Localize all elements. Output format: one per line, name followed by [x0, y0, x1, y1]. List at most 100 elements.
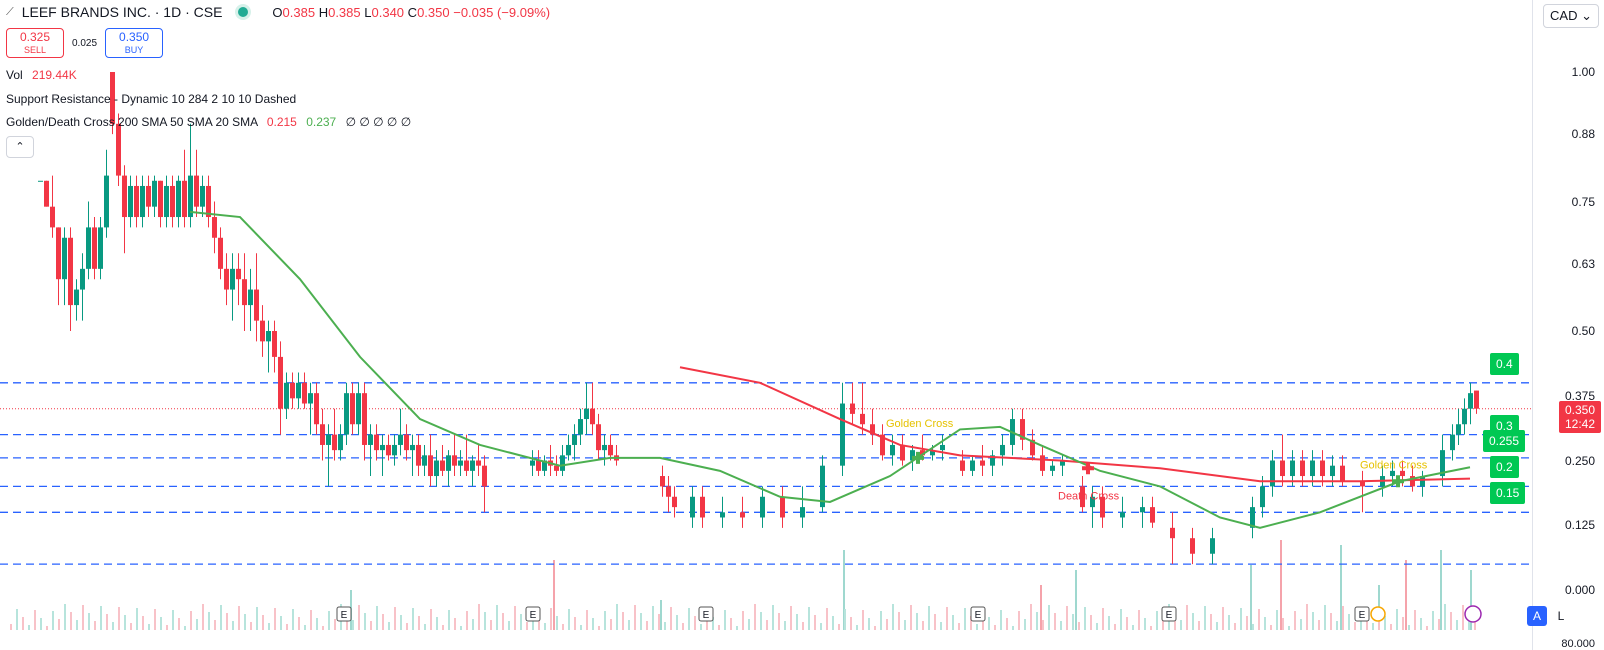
volume-bar [1474, 621, 1476, 630]
volume-bar [292, 609, 294, 630]
volume-bar [904, 620, 906, 630]
auto-scale-button[interactable]: A [1527, 606, 1547, 626]
volume-bar [106, 614, 108, 630]
volume-bar [712, 617, 714, 630]
candle-body [476, 460, 481, 466]
volume-bar [142, 616, 144, 630]
price-tick-label: 0.88 [1571, 127, 1595, 142]
volume-bar [58, 619, 60, 630]
candle-body [542, 460, 547, 471]
candle-body [56, 227, 61, 280]
candle-body [368, 434, 373, 445]
volume-bar [436, 617, 438, 630]
volume-bar [826, 608, 828, 630]
log-scale-button[interactable]: L [1557, 609, 1565, 623]
collapse-legend-button[interactable]: ⌃ [6, 136, 34, 158]
volume-bar [1312, 612, 1314, 630]
golden-death-cross-legend[interactable]: Golden/Death Cross 200 SMA 50 SMA 20 SMA… [6, 115, 412, 129]
volume-bar [22, 617, 24, 630]
candle-body [212, 217, 217, 238]
volume-bar [1462, 605, 1464, 630]
candle-body [38, 180, 43, 182]
volume-bar [814, 615, 816, 630]
candle-body [422, 455, 427, 466]
level-tag: 0.15 [1490, 482, 1526, 505]
candle-body [182, 180, 187, 218]
volume-bar [1270, 625, 1272, 630]
candle-body [134, 185, 139, 218]
candle-body [1060, 460, 1065, 466]
volume-bar [454, 618, 456, 630]
volume-bar [916, 613, 918, 630]
volume-legend[interactable]: Vol 219.44K [6, 68, 77, 82]
volume-bar [976, 624, 978, 630]
volume-bar [772, 605, 774, 630]
volume-bar [886, 619, 888, 630]
candle-body [146, 185, 151, 207]
volume-bar [310, 610, 312, 630]
candle-body [308, 393, 313, 404]
candle-body [980, 460, 985, 466]
volume-bar [1240, 608, 1242, 630]
candle-body [572, 434, 577, 445]
candle-body [50, 206, 55, 228]
candle-body [278, 356, 283, 409]
volume-bar [1342, 606, 1344, 630]
candle-body [302, 382, 307, 404]
candle-body [188, 175, 193, 218]
sma20-line [189, 210, 1471, 529]
candle-body [1290, 460, 1295, 477]
volume-bar [652, 606, 654, 630]
volume-bar [1336, 621, 1338, 630]
volume-bar [1006, 618, 1008, 630]
volume-bar [190, 611, 192, 630]
candle-body [344, 393, 349, 435]
candle-body [482, 465, 487, 487]
price-axis[interactable]: CAD ⌄ 1.00 0.88 0.75 0.63 0.50 0.375 0.250 0.12… [1527, 0, 1604, 650]
candle-body [1340, 465, 1345, 482]
candle-body [194, 175, 199, 207]
candle-body [990, 455, 995, 466]
candle-body [850, 403, 855, 414]
candle-body [1468, 393, 1473, 409]
volume-bar [856, 625, 858, 630]
volume-bar [748, 619, 750, 630]
candle-body [1000, 444, 1005, 456]
spread-value: 0.025 [72, 37, 98, 49]
sma50-line [679, 366, 1471, 483]
currency-select[interactable]: CAD ⌄ [1543, 4, 1599, 28]
candle-body [1330, 465, 1335, 477]
volume-bar [808, 607, 810, 630]
volume-bar [1120, 609, 1122, 630]
symbol-title[interactable]: LEEF BRANDS INC. · 1D · CSE [21, 4, 223, 20]
candle-body [820, 465, 825, 508]
support-resistance-legend[interactable]: Support Resistance - Dynamic 10 284 2 10… [6, 92, 297, 106]
volume-bar [1078, 622, 1080, 630]
candle-body [700, 496, 705, 518]
volume-bar [1252, 624, 1254, 630]
volume-bar [994, 625, 996, 630]
volume-bar [1066, 606, 1068, 630]
buy-button[interactable]: 0.350 BUY [105, 28, 164, 58]
trade-buttons: 0.325 SELL 0.025 0.350 BUY [6, 28, 164, 58]
volume-bar [1280, 540, 1282, 630]
bottom-tick-label: 80.000 [1561, 638, 1595, 650]
chart-type-icon[interactable]: ⟋ [6, 5, 14, 18]
volume-bar [286, 624, 288, 630]
volume-bar [1126, 617, 1128, 630]
volume-bar [154, 609, 156, 630]
candle-body [1410, 476, 1415, 487]
market-status-icon [238, 7, 249, 17]
candle-body [720, 512, 725, 518]
volume-bar [1096, 623, 1098, 630]
candle-body [224, 268, 229, 290]
sell-button[interactable]: 0.325 SELL [6, 28, 64, 58]
volume-bar [928, 606, 930, 630]
price-chart[interactable]: Golden Cross Death Cross Golden Cross E E E E E… [0, 0, 1532, 650]
volume-bar [952, 615, 954, 630]
candle-body [218, 237, 223, 269]
candle-body [416, 444, 421, 466]
volume-bar [1372, 623, 1374, 630]
volume-bar [862, 610, 864, 630]
candle-body [1420, 476, 1425, 487]
